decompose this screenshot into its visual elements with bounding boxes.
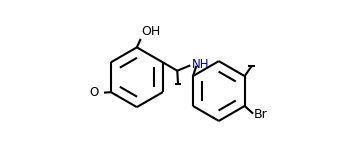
- Text: OH: OH: [142, 25, 161, 38]
- Text: O: O: [90, 86, 99, 99]
- Text: NH: NH: [192, 58, 209, 71]
- Text: Br: Br: [254, 108, 268, 121]
